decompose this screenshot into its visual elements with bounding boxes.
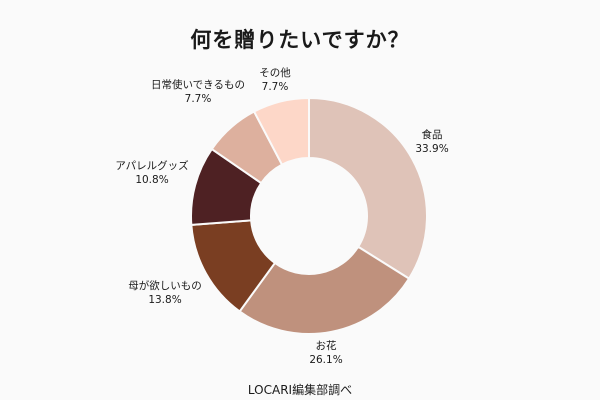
slice-label-6: その他 7.7% xyxy=(259,66,291,93)
donut-slices xyxy=(190,96,428,335)
slice-labels: 食品 33.9% お花 26.1% 母が欲しいもの 13.8% アパレルグッズ 10.8% 日常… xyxy=(115,66,448,366)
slice-label-3: 母が欲しいもの 13.8% xyxy=(128,279,202,306)
chart-title: 何を贈りたいですか？ xyxy=(190,28,410,52)
slice-label-2: お花 26.1% xyxy=(309,339,342,366)
donut-slice-6 xyxy=(252,96,310,167)
slice-label-4: アパレルグッズ 10.8% xyxy=(115,159,188,186)
donut-slice-1 xyxy=(308,96,428,280)
slice-label-1: 食品 33.9% xyxy=(415,128,448,155)
source-note: LOCARI編集部調べ xyxy=(247,383,353,397)
slice-label-5: 日常使いできるもの 7.7% xyxy=(151,78,245,105)
donut-slice-2 xyxy=(238,245,411,335)
